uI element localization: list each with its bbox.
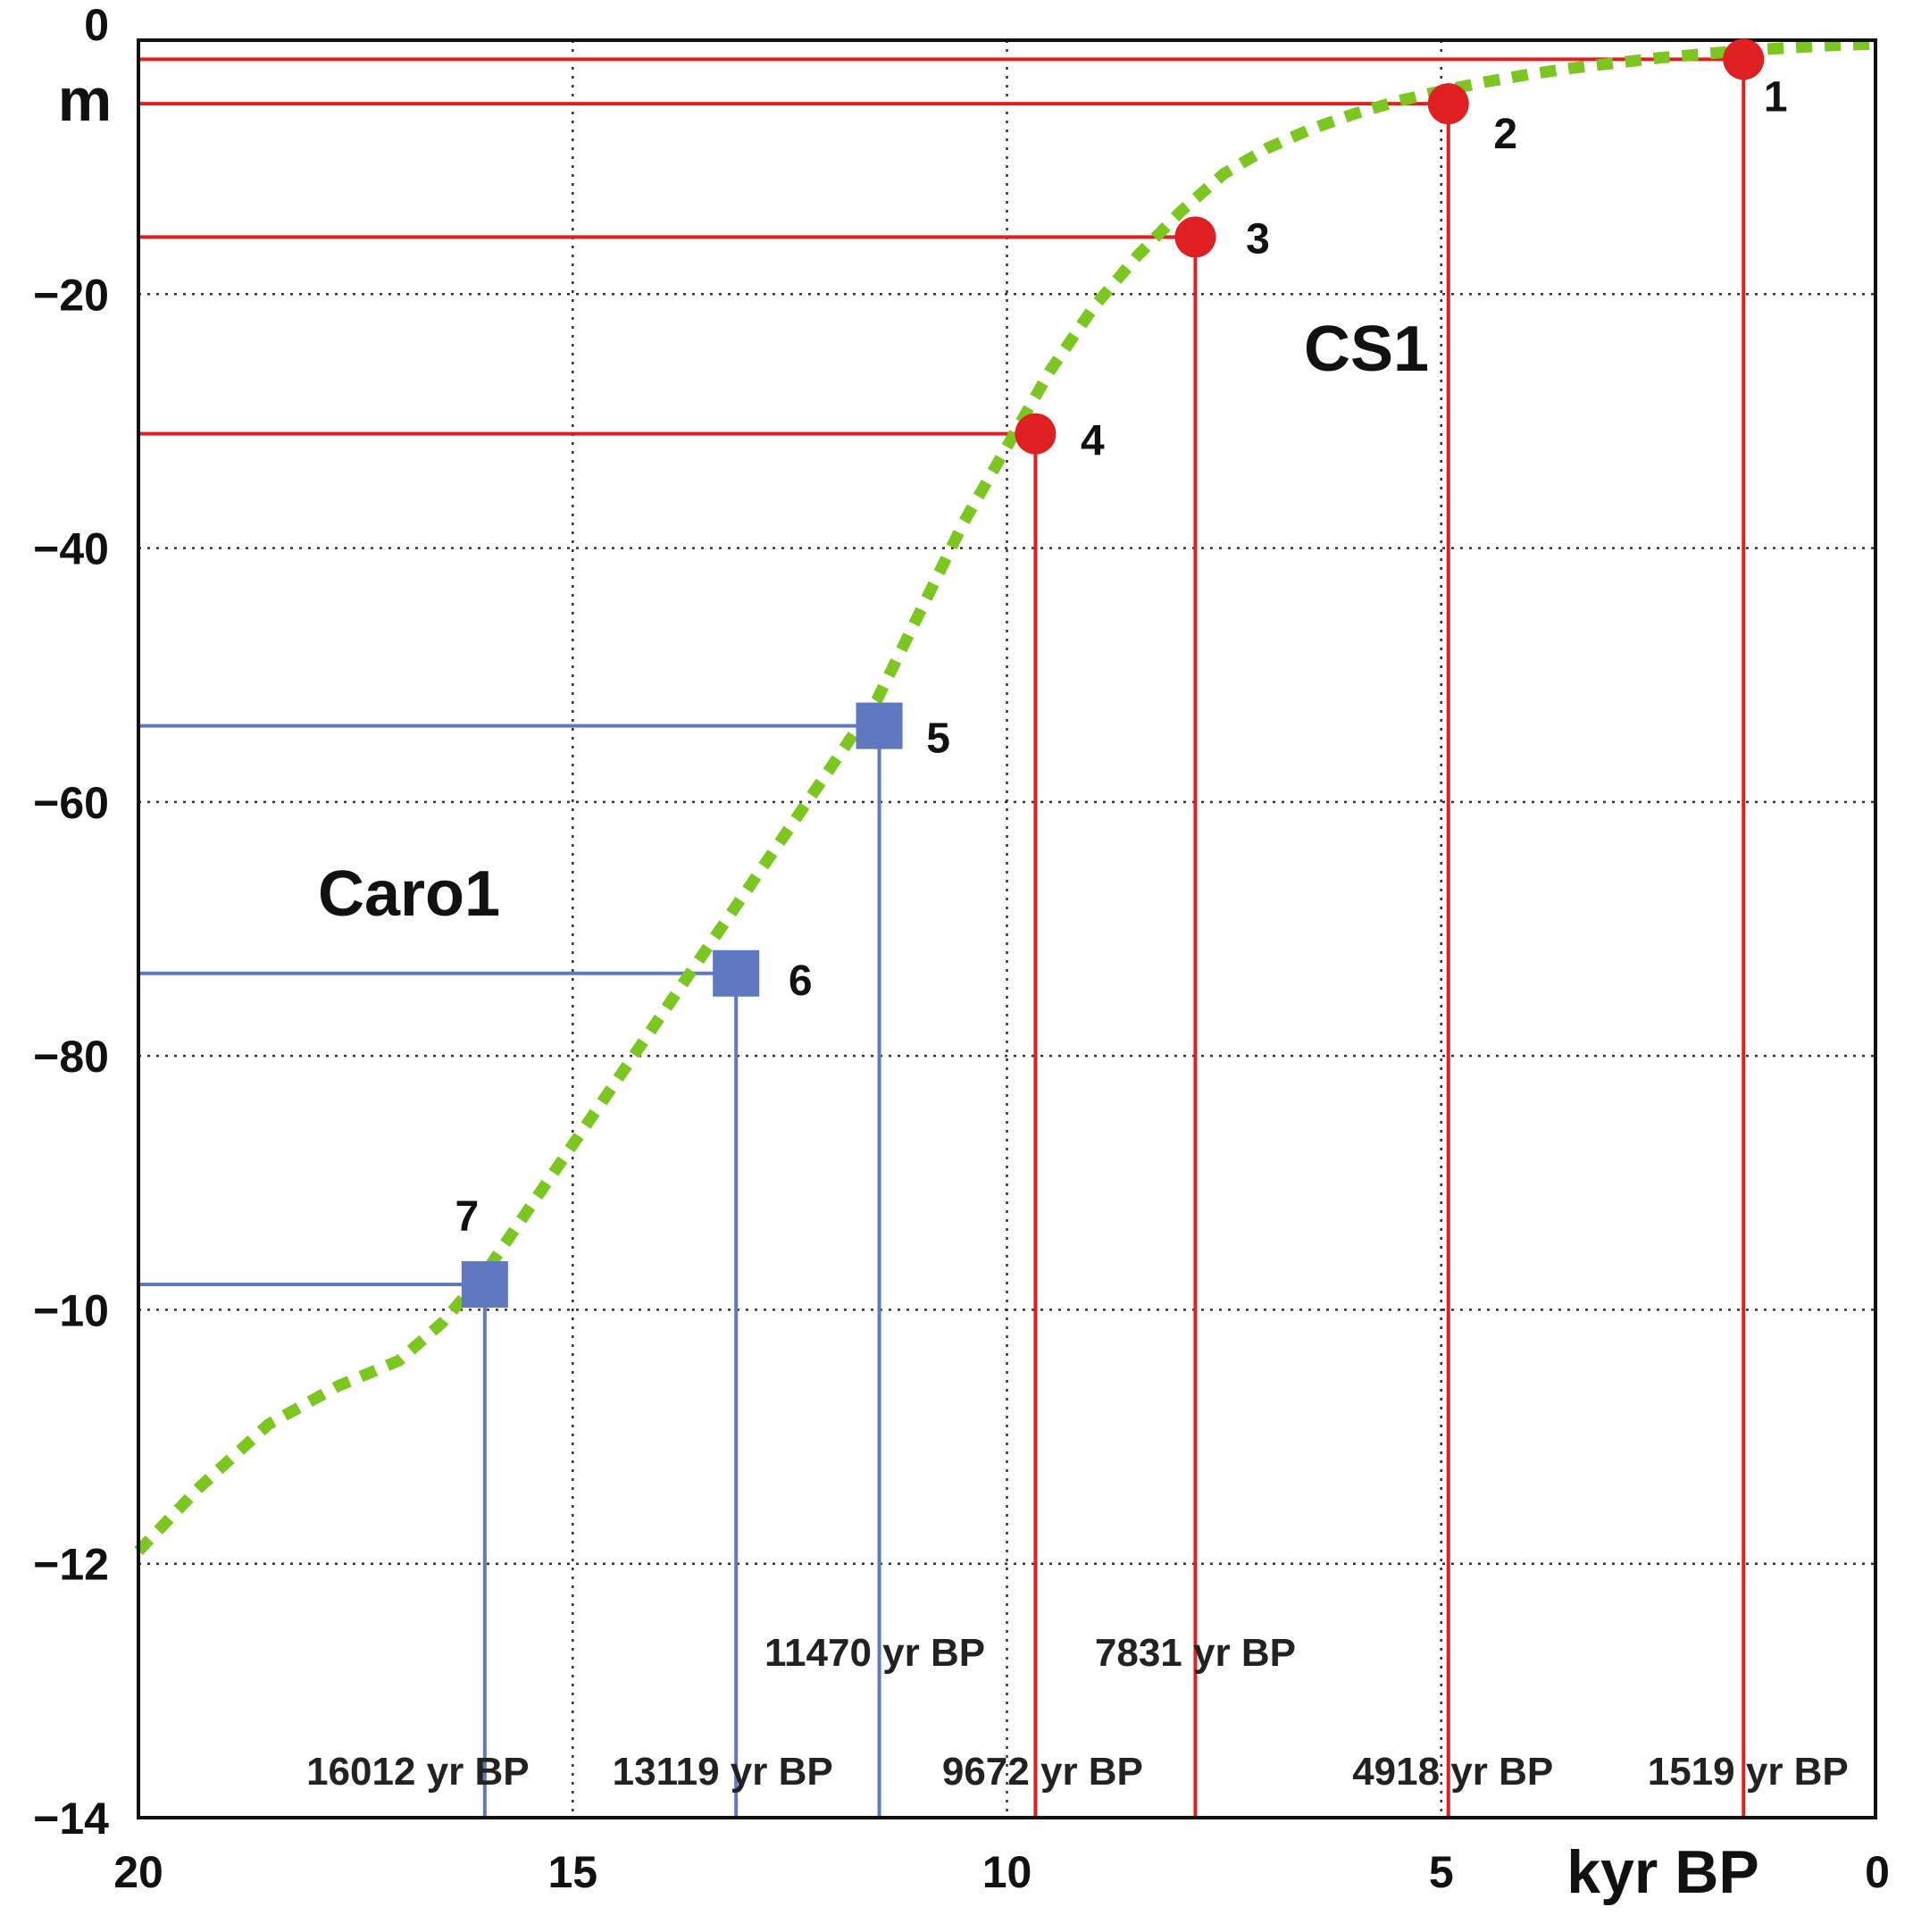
data-point-square (856, 702, 903, 749)
x-tick-label: 5 (1429, 1847, 1454, 1897)
date-label: 9672 yr BP (942, 1750, 1143, 1794)
point-number-label: 3 (1246, 215, 1270, 263)
y-tick-label: −40 (33, 524, 109, 574)
data-markers (461, 38, 1765, 1308)
data-point-square (461, 1261, 508, 1308)
point-number-label: 1 (1764, 73, 1788, 121)
x-tick-label: 20 (113, 1847, 163, 1897)
point-number-label: 5 (926, 715, 950, 763)
y-tick-label: −12 (33, 1540, 109, 1590)
point-number-label: 2 (1493, 111, 1517, 158)
data-point-circle (1015, 413, 1057, 455)
date-label: 4918 yr BP (1352, 1750, 1553, 1794)
x-axis-label: kyr BP (1566, 1838, 1758, 1906)
grid (138, 40, 1875, 1818)
group-label-cs1: CS1 (1304, 314, 1429, 385)
y-tick-label: −14 (33, 1794, 109, 1844)
group-label-caro1: Caro1 (318, 858, 500, 930)
sea-level-curve (134, 38, 1876, 1555)
y-tick-label: −80 (33, 1032, 109, 1082)
date-label: 11470 yr BP (764, 1631, 985, 1675)
data-point-square (713, 949, 760, 997)
plot-frame (137, 38, 1877, 1819)
x-tick-label: 10 (982, 1847, 1032, 1897)
point-number-label: 4 (1081, 418, 1105, 465)
y-tick-label: 0 (84, 0, 109, 50)
reference-lines (138, 57, 1746, 1818)
x-tick-label: 0 (1865, 1847, 1890, 1897)
point-number-label: 7 (455, 1193, 479, 1241)
date-label: 1519 yr BP (1648, 1750, 1849, 1794)
labels: 1 1519 yr BP 2 4918 yr BP 3 7831 yr BP 4 9672 y… (306, 73, 1849, 1794)
y-tick-label: −20 (33, 270, 109, 320)
data-point-circle (1427, 83, 1469, 125)
y-tick-label: −60 (33, 778, 109, 828)
y-tick-label: −10 (33, 1285, 109, 1335)
data-point-circle (1174, 216, 1216, 258)
point-number-label: 6 (789, 958, 813, 1005)
y-axis-label: m (58, 66, 112, 134)
data-point-circle (1723, 38, 1765, 80)
date-label: 16012 yr BP (306, 1750, 530, 1794)
date-label: 13119 yr BP (613, 1750, 833, 1794)
x-tick-label: 15 (547, 1847, 597, 1897)
sea-level-curve-layer (134, 38, 1876, 1555)
date-label: 7831 yr BP (1095, 1631, 1296, 1675)
